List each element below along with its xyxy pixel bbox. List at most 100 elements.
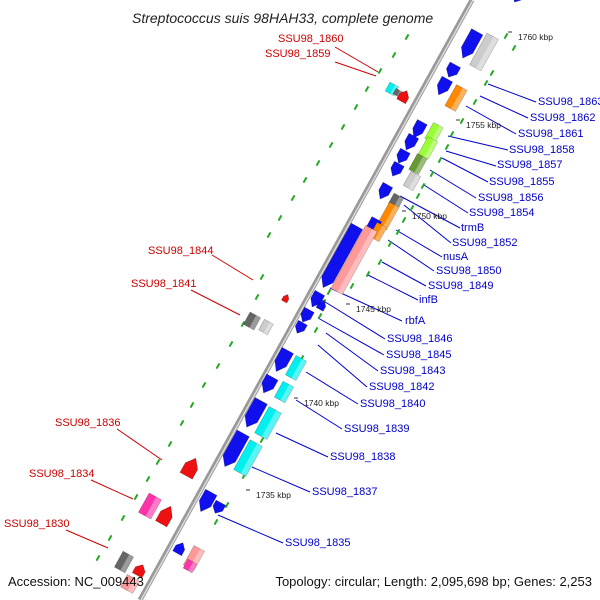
leader-line-right-2	[465, 105, 517, 135]
gene-ssu98-1835-c-sheen	[188, 562, 197, 573]
leader-line-right-0	[487, 83, 537, 103]
leader-line-left-5	[90, 479, 134, 500]
tick-marker-28	[483, 79, 489, 87]
gene-ssu98-1843-b-sheen	[291, 358, 307, 381]
gene-infb	[330, 224, 378, 296]
leader-line-right-13	[367, 274, 419, 301]
gene-ssu98-1835-c	[182, 558, 198, 574]
leader-line-right-9	[403, 204, 452, 244]
leader-line-right-21	[275, 432, 329, 458]
gene-label-ssu98-1834[interactable]: SSU98_1834	[29, 468, 94, 480]
tick-marker-24	[120, 514, 126, 522]
tick-marker-22	[145, 475, 151, 483]
tick-marker-27	[489, 69, 495, 77]
accession-text: Accession: NC_009443	[8, 574, 144, 589]
tick-marker-26	[95, 554, 101, 562]
gene-ssu98-1856	[408, 153, 428, 175]
gene-ssu98-1830-c-sheen	[127, 578, 140, 594]
kbp-label: 1740 kbp	[304, 398, 339, 408]
genome-backbone	[137, 0, 475, 600]
gene-label-infb[interactable]: infB	[419, 294, 438, 306]
tick-marker-29	[472, 98, 478, 106]
gene-label-ssu98-1846[interactable]: SSU98_1846	[387, 333, 452, 345]
tick-marker-30	[459, 117, 465, 125]
tick-marker-23	[133, 493, 139, 501]
gene-label-ssu98-1840[interactable]: SSU98_1840	[360, 398, 425, 410]
leader-line-left-6	[65, 529, 109, 549]
leader-line-right-16	[317, 317, 385, 356]
leader-line-right-8	[399, 195, 461, 229]
gene-ssu98-1838-b-sheen	[240, 443, 263, 477]
tick-marker-16	[215, 362, 221, 370]
gene-label-rbfa[interactable]: rbfA	[405, 315, 426, 327]
leader-line-right-23	[217, 514, 284, 544]
gene-label-ssu98-1858[interactable]: SSU98_1858	[509, 144, 574, 156]
tick-marker-2	[377, 67, 383, 75]
gene-ssu98-1842	[261, 373, 279, 394]
gene-infb-sheen	[337, 229, 378, 295]
tick-marker-21	[155, 458, 161, 466]
gene-nusa-sheen	[382, 205, 400, 230]
gene-ssu98-1843-b	[284, 355, 308, 381]
tick-marker-35	[420, 182, 426, 190]
tick-marker-52	[259, 436, 265, 444]
gene-label-ssu98-1859[interactable]: SSU98_1859	[265, 48, 330, 60]
gene-ssu98-1856-sheen	[414, 156, 428, 175]
tick-marker-14	[240, 320, 246, 328]
tick-marker-44	[326, 288, 332, 296]
genome-summary-text: Topology: circular; Length: 2,095,698 bp…	[275, 574, 592, 589]
gene-label-ssu98-1844[interactable]: SSU98_1844	[148, 245, 213, 257]
tick-marker-9	[290, 194, 296, 202]
gene-ssu98-1836	[179, 457, 198, 480]
leader-line-right-11	[387, 239, 435, 272]
kbp-label: 1750 kbp	[412, 211, 447, 221]
tick-marker-40	[387, 240, 393, 248]
gene-label-ssu98-1850[interactable]: SSU98_1850	[436, 265, 501, 277]
gene-label-trmb[interactable]: trmB	[461, 222, 484, 234]
gene-ssu98-1858-sheen	[430, 125, 444, 144]
tick-marker-43	[349, 282, 355, 290]
gene-ssu98-1839	[244, 397, 268, 428]
tick-marker-46	[317, 312, 323, 320]
gene-offscreen-top	[513, 0, 523, 3]
gene-label-ssu98-1852[interactable]: SSU98_1852	[452, 237, 517, 249]
gene-ssu98-1846-a	[300, 306, 315, 323]
gene-label-ssu98-1845[interactable]: SSU98_1845	[386, 349, 451, 361]
gene-ssu98-1837	[198, 488, 218, 513]
gene-label-ssu98-1856[interactable]: SSU98_1856	[478, 192, 543, 204]
gene-ssu98-1841-b	[258, 318, 274, 336]
gene-ssu98-1844	[280, 294, 290, 304]
tick-marker-8	[302, 176, 308, 184]
gene-label-ssu98-1838[interactable]: SSU98_1838	[330, 451, 395, 463]
gene-label-ssu98-1836[interactable]: SSU98_1836	[55, 417, 120, 429]
gene-label-ssu98-1835[interactable]: SSU98_1835	[285, 537, 350, 549]
tick-marker-10	[277, 214, 283, 222]
tick-marker-18	[189, 401, 195, 409]
gene-label-ssu98-1841[interactable]: SSU98_1841	[131, 278, 196, 290]
tick-marker-47	[313, 326, 319, 334]
gene-ssu98-1854	[390, 160, 405, 177]
gene-label-ssu98-1862[interactable]: SSU98_1862	[530, 112, 595, 124]
leader-line-right-3	[447, 135, 509, 151]
gene-ssu98-1837-b	[212, 499, 227, 514]
leader-line-right-1	[479, 95, 529, 119]
gene-label-ssu98-1861[interactable]: SSU98_1861	[518, 128, 583, 140]
gene-label-ssu98-1842[interactable]: SSU98_1842	[369, 381, 434, 393]
gene-label-ssu98-1849[interactable]: SSU98_1849	[428, 280, 493, 292]
gene-label-ssu98-1843[interactable]: SSU98_1843	[380, 365, 445, 377]
gene-ssu98-1859	[396, 90, 410, 105]
leader-line-left-2	[211, 254, 254, 281]
gene-label-ssu98-1854[interactable]: SSU98_1854	[469, 207, 534, 219]
gene-ssu98-1841	[242, 311, 262, 331]
gene-label-nusa[interactable]: nusA	[443, 251, 469, 263]
gene-label-ssu98-1863[interactable]: SSU98_1863	[538, 96, 600, 108]
gene-label-ssu98-1855[interactable]: SSU98_1855	[489, 176, 554, 188]
gene-label-ssu98-1837[interactable]: SSU98_1837	[312, 486, 377, 498]
tick-marker-37	[409, 204, 415, 212]
gene-label-ssu98-1830[interactable]: SSU98_1830	[4, 518, 69, 530]
gene-label-ssu98-1839[interactable]: SSU98_1839	[344, 423, 409, 435]
gene-label-ssu98-1860[interactable]: SSU98_1860	[278, 33, 343, 45]
leader-line-right-5	[441, 157, 489, 183]
gene-label-ssu98-1857[interactable]: SSU98_1857	[497, 159, 562, 171]
